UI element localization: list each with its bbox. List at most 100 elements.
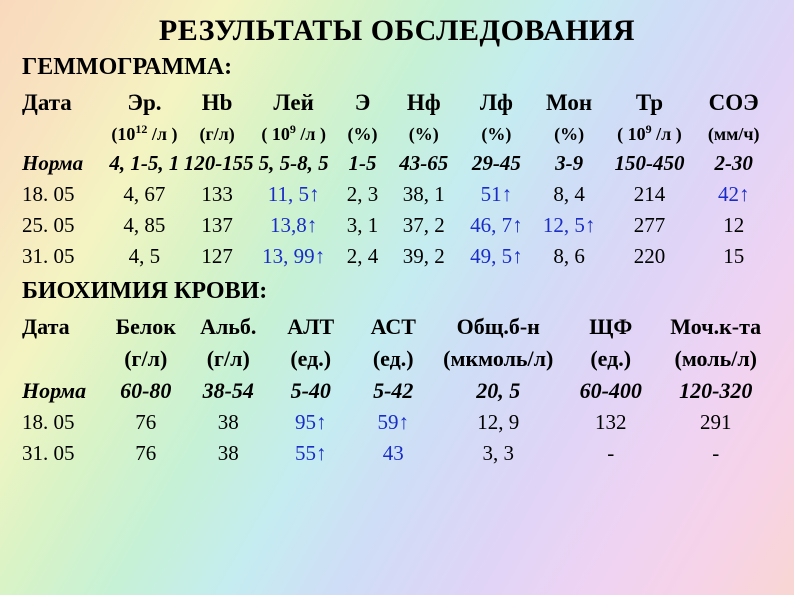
hemo-norm-cell: 1-5 (336, 148, 390, 179)
hemo-section-title: ГЕММОГРАММА: (22, 54, 772, 81)
hemo-norm-cell: 29-45 (458, 148, 535, 179)
bio-norm-cell: 5-42 (352, 375, 435, 407)
bio-unit: (моль/л) (660, 343, 773, 375)
hemo-norm-cell: 3-9 (535, 148, 604, 179)
hemo-norm-cell: 120-155 (183, 148, 252, 179)
hemo-norm-cell: 43-65 (389, 148, 458, 179)
hemo-value-cell: 51↑ (458, 179, 535, 210)
hemo-header: Нф (389, 87, 458, 119)
bio-unit (22, 343, 105, 375)
hemo-date-cell: 25. 05 (22, 210, 106, 241)
hemo-value-cell: 15 (695, 241, 772, 272)
bio-value-cell: 132 (562, 407, 660, 438)
bio-value-cell: 12, 9 (435, 407, 563, 438)
bio-unit: (ед.) (270, 343, 353, 375)
hemo-header: Эр. (106, 87, 183, 119)
bio-norm-cell: 60-80 (105, 375, 188, 407)
hemo-unit: (г/л) (183, 119, 252, 148)
hemo-value-cell: 4, 5 (106, 241, 183, 272)
hemo-unit: (1012 /л ) (106, 119, 183, 148)
bio-header: АСТ (352, 311, 435, 343)
bio-header: Альб. (187, 311, 270, 343)
bio-header: Общ.б-н (435, 311, 563, 343)
bio-header: ЩФ (562, 311, 660, 343)
bio-norm-cell: 120-320 (660, 375, 773, 407)
hemo-norm-cell: 2-30 (695, 148, 772, 179)
hemo-date-cell: 18. 05 (22, 179, 106, 210)
hemo-value-cell: 12 (695, 210, 772, 241)
hemo-value-cell: 277 (604, 210, 696, 241)
hemo-norm-cell: 5, 5-8, 5 (252, 148, 336, 179)
hemo-value-cell: 133 (183, 179, 252, 210)
hemo-value-cell: 214 (604, 179, 696, 210)
bio-header: АЛТ (270, 311, 353, 343)
hemo-value-cell: 4, 85 (106, 210, 183, 241)
bio-unit: (ед.) (352, 343, 435, 375)
hemo-value-cell: 2, 4 (336, 241, 390, 272)
hemo-value-cell: 49, 5↑ (458, 241, 535, 272)
bio-value-cell: 38 (187, 407, 270, 438)
hemo-value-cell: 2, 3 (336, 179, 390, 210)
hemo-header: Тр (604, 87, 696, 119)
bio-date-cell: 31. 05 (22, 438, 105, 469)
bio-value-cell: 76 (105, 407, 188, 438)
bio-value-cell: - (562, 438, 660, 469)
biochem-table: ДатаБелокАльб.АЛТАСТОбщ.б-нЩФМоч.к-та(г/… (22, 311, 772, 469)
bio-unit: (г/л) (187, 343, 270, 375)
bio-value-cell: 55↑ (270, 438, 353, 469)
bio-value-cell: 38 (187, 438, 270, 469)
bio-value-cell: 43 (352, 438, 435, 469)
bio-header: Дата (22, 311, 105, 343)
hemo-value-cell: 13, 99↑ (252, 241, 336, 272)
hemo-norm-label: Норма (22, 148, 106, 179)
hemo-header: Э (336, 87, 390, 119)
hemo-value-cell: 39, 2 (389, 241, 458, 272)
hemo-value-cell: 8, 6 (535, 241, 604, 272)
bio-norm-cell: 20, 5 (435, 375, 563, 407)
hemo-value-cell: 3, 1 (336, 210, 390, 241)
bio-norm-cell: 60-400 (562, 375, 660, 407)
bio-norm-cell: 5-40 (270, 375, 353, 407)
bio-value-cell: 76 (105, 438, 188, 469)
hemo-value-cell: 42↑ (695, 179, 772, 210)
hemo-value-cell: 46, 7↑ (458, 210, 535, 241)
hemo-header: Дата (22, 87, 106, 119)
hemo-unit: (%) (389, 119, 458, 148)
hemo-header: СОЭ (695, 87, 772, 119)
hemo-value-cell: 12, 5↑ (535, 210, 604, 241)
hemo-unit (22, 119, 106, 148)
hemo-date-cell: 31. 05 (22, 241, 106, 272)
hemo-value-cell: 137 (183, 210, 252, 241)
hemo-value-cell: 13,8↑ (252, 210, 336, 241)
hemogram-table: ДатаЭр.HbЛейЭНфЛфМонТрСОЭ(1012 /л )(г/л)… (22, 87, 772, 272)
bio-header: Белок (105, 311, 188, 343)
hemo-header: Hb (183, 87, 252, 119)
hemo-value-cell: 8, 4 (535, 179, 604, 210)
bio-value-cell: 291 (660, 407, 773, 438)
bio-value-cell: 59↑ (352, 407, 435, 438)
bio-date-cell: 18. 05 (22, 407, 105, 438)
hemo-norm-cell: 150-450 (604, 148, 696, 179)
hemo-unit: (%) (458, 119, 535, 148)
bio-unit: (г/л) (105, 343, 188, 375)
hemo-unit: (%) (535, 119, 604, 148)
bio-value-cell: 3, 3 (435, 438, 563, 469)
bio-norm-cell: 38-54 (187, 375, 270, 407)
bio-section-title: БИОХИМИЯ КРОВИ: (22, 278, 772, 305)
hemo-value-cell: 220 (604, 241, 696, 272)
bio-unit: (ед.) (562, 343, 660, 375)
bio-value-cell: 95↑ (270, 407, 353, 438)
hemo-header: Мон (535, 87, 604, 119)
page-title: РЕЗУЛЬТАТЫ ОБСЛЕДОВАНИЯ (22, 14, 772, 48)
hemo-value-cell: 11, 5↑ (252, 179, 336, 210)
bio-norm-label: Норма (22, 375, 105, 407)
hemo-value-cell: 4, 67 (106, 179, 183, 210)
hemo-unit: (%) (336, 119, 390, 148)
hemo-unit: ( 109 /л ) (252, 119, 336, 148)
hemo-unit: (мм/ч) (695, 119, 772, 148)
hemo-value-cell: 38, 1 (389, 179, 458, 210)
bio-value-cell: - (660, 438, 773, 469)
hemo-norm-cell: 4, 1-5, 1 (106, 148, 183, 179)
hemo-value-cell: 37, 2 (389, 210, 458, 241)
hemo-header: Лф (458, 87, 535, 119)
